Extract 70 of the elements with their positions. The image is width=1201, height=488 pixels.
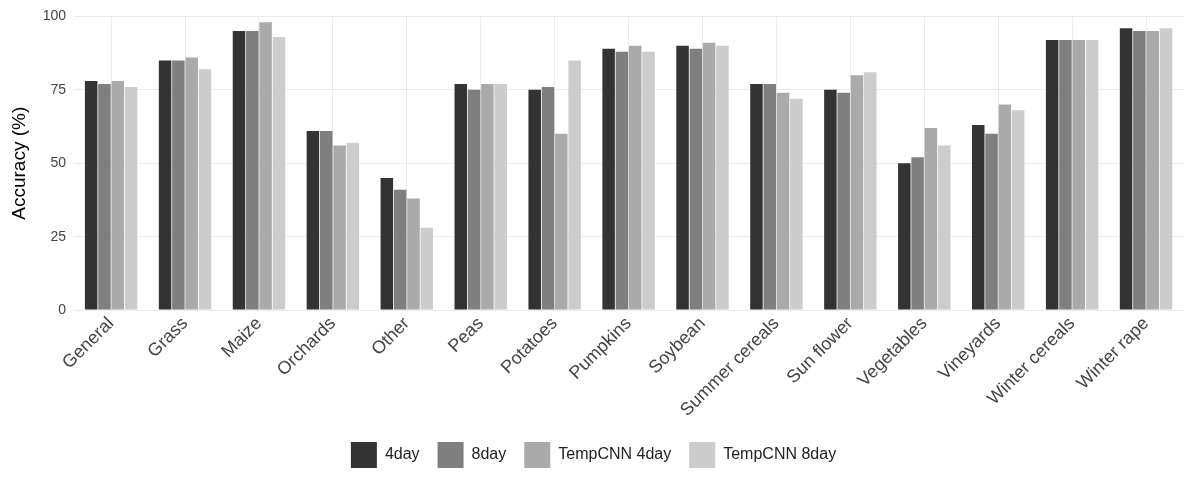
bar xyxy=(615,51,629,310)
bar xyxy=(272,36,286,310)
bar xyxy=(158,60,172,310)
bar xyxy=(763,83,777,310)
y-tick-label: 25 xyxy=(50,227,67,244)
bar xyxy=(1011,110,1025,310)
bar xyxy=(568,60,581,310)
bar xyxy=(420,227,434,310)
y-tick-label: 0 xyxy=(58,300,67,317)
bar xyxy=(850,75,864,310)
bar xyxy=(937,145,951,310)
bar xyxy=(306,130,320,310)
bar xyxy=(541,86,555,310)
bar xyxy=(911,157,924,310)
bar xyxy=(1119,28,1133,310)
bar xyxy=(319,130,333,310)
bar xyxy=(1146,31,1159,310)
bar xyxy=(333,145,346,310)
bar xyxy=(232,31,246,310)
legend-label: 4day xyxy=(384,445,420,463)
y-axis-title: Accuracy (%) xyxy=(7,106,29,220)
bar xyxy=(971,125,985,310)
bar xyxy=(111,81,125,310)
bar xyxy=(1159,28,1173,310)
bar xyxy=(1072,39,1086,310)
legend-label: TempCNN 8day xyxy=(723,445,837,463)
bar xyxy=(259,22,272,310)
bar xyxy=(985,133,998,310)
y-tick-label: 100 xyxy=(42,7,67,24)
bar xyxy=(198,69,212,310)
bar xyxy=(837,92,850,310)
bar xyxy=(864,72,877,310)
y-tick-label: 75 xyxy=(50,80,67,97)
bar xyxy=(380,177,394,310)
bar xyxy=(702,42,716,310)
bar xyxy=(898,163,911,310)
bar xyxy=(642,51,655,310)
bar xyxy=(689,48,703,310)
bar xyxy=(750,83,763,310)
bar xyxy=(467,89,481,310)
bar xyxy=(246,31,259,310)
legend-label: TempCNN 4day xyxy=(558,445,672,463)
bar xyxy=(481,83,494,310)
bar xyxy=(555,133,568,310)
bar xyxy=(124,86,138,310)
bar xyxy=(628,45,642,310)
legend-label: 8day xyxy=(471,445,507,463)
bar xyxy=(1133,31,1146,310)
bar xyxy=(676,45,689,310)
bar xyxy=(1045,39,1059,310)
bar xyxy=(185,57,198,310)
bar xyxy=(454,83,468,310)
bar xyxy=(1059,39,1072,310)
bar xyxy=(393,189,407,310)
bar xyxy=(1085,39,1099,310)
bar xyxy=(602,48,615,310)
bar xyxy=(346,142,360,310)
bar xyxy=(924,128,938,310)
bar xyxy=(172,60,185,310)
bar xyxy=(528,89,541,310)
bar xyxy=(824,89,837,310)
bar xyxy=(98,83,111,310)
bar xyxy=(790,98,803,310)
bar xyxy=(84,81,98,310)
bar xyxy=(494,83,507,310)
bar xyxy=(407,198,420,310)
y-tick-label: 50 xyxy=(50,154,67,171)
bar xyxy=(998,104,1012,310)
bar xyxy=(776,92,790,310)
bar xyxy=(716,45,729,310)
